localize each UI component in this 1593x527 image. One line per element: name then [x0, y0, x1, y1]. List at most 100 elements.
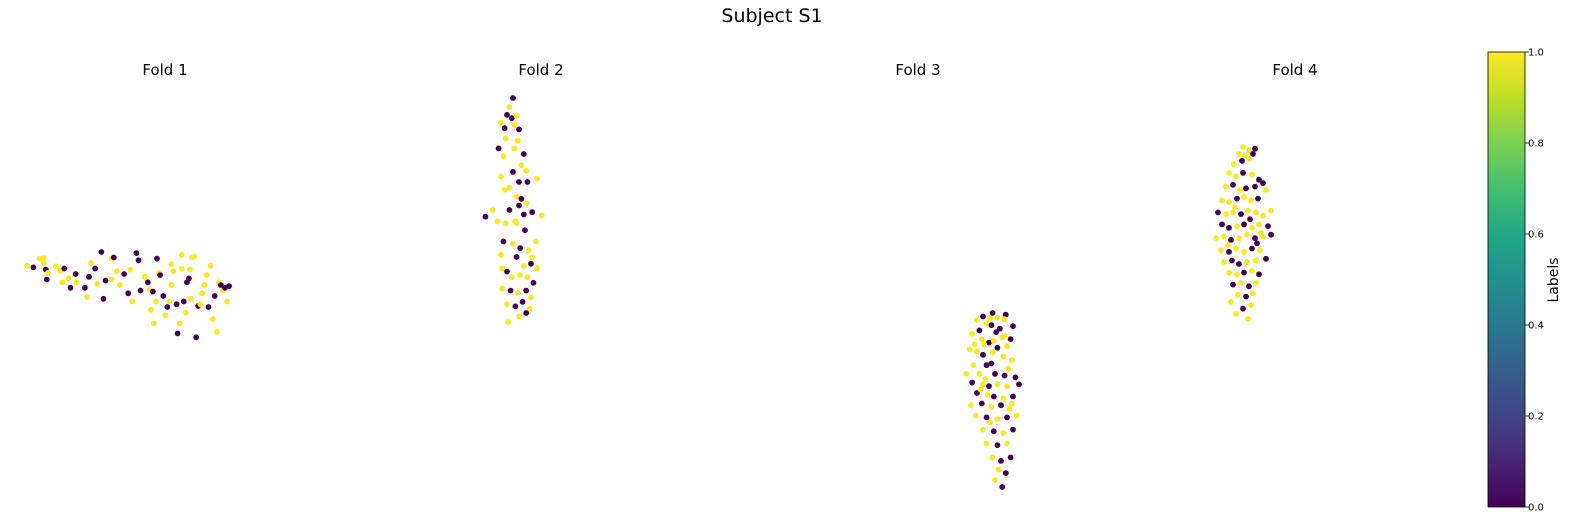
scatter-point [983, 440, 990, 447]
scatter-point [153, 298, 159, 305]
scatter-point [199, 290, 206, 297]
scatter-point [506, 184, 513, 191]
scatter-point [188, 295, 194, 302]
scatter-point [1238, 280, 1244, 286]
panel-title-fold-4: Fold 4 [1272, 61, 1317, 79]
scatter-point [504, 268, 510, 275]
scatter-point [1001, 332, 1008, 339]
scatter-point [1256, 221, 1262, 228]
scatter-point [1265, 223, 1271, 230]
scatter-point [511, 145, 518, 152]
scatter-point [1000, 353, 1007, 360]
scatter-point [226, 283, 233, 289]
scatter-point [125, 290, 132, 297]
scatter-point [1002, 311, 1009, 318]
scatter-point [1004, 343, 1010, 349]
colorbar: 0.0 0.2 0.4 0.6 0.8 1.0 Labels [1487, 48, 1562, 514]
scatter-point [133, 250, 140, 256]
scatter-point [98, 249, 105, 255]
scatter-point [67, 284, 74, 291]
scatter-point [525, 247, 532, 254]
scatter-point [1246, 156, 1252, 162]
scatter-point [1252, 183, 1258, 190]
scatter-point [1232, 204, 1238, 211]
scatter-point [963, 371, 970, 377]
scatter-point [224, 298, 231, 305]
scatter-point [168, 261, 175, 267]
scatter-point [1234, 223, 1240, 230]
scatter-point [970, 362, 977, 369]
scatter-point [517, 272, 524, 278]
scatter-point [489, 207, 496, 213]
panel-fold-1 [24, 249, 233, 341]
scatter-point [1252, 235, 1258, 242]
scatter-point [84, 294, 90, 300]
scatter-point [1008, 400, 1015, 407]
scatter-point [498, 119, 504, 126]
scatter-point [1005, 365, 1012, 372]
scatter-point [971, 341, 978, 348]
scatter-point [495, 145, 502, 152]
scatter-point [1240, 144, 1246, 150]
scatter-point [154, 255, 160, 262]
scatter-point [1246, 147, 1252, 154]
scatter-point [178, 265, 185, 272]
scatter-point [1226, 224, 1232, 231]
scatter-point [1004, 383, 1010, 389]
panel-title-fold-1: Fold 1 [142, 61, 187, 79]
scatter-point [523, 310, 530, 316]
scatter-point [976, 327, 983, 334]
scatter-point [505, 319, 512, 325]
scatter-point [518, 162, 525, 169]
scatter-point [65, 275, 72, 282]
scatter-point [1244, 231, 1250, 238]
scatter-point [528, 260, 534, 267]
scatter-point [1238, 211, 1244, 218]
scatter-point [1248, 302, 1254, 309]
scatter-point [144, 279, 151, 286]
scatter-point [966, 346, 973, 353]
colorbar-label: Labels [1546, 257, 1562, 302]
scatter-point [100, 295, 107, 302]
scatter-point [59, 279, 66, 286]
scatter-point [518, 195, 525, 202]
scatter-point [110, 254, 117, 261]
scatter-point [108, 276, 115, 283]
scatter-point [983, 320, 990, 327]
scatter-point [1257, 247, 1263, 254]
scatter-point [499, 265, 506, 272]
scatter-point [513, 113, 520, 119]
scatter-point [151, 320, 157, 327]
scatter-point [990, 337, 997, 344]
scatter-point [44, 270, 51, 276]
scatter-point [524, 274, 531, 281]
scatter-point [1234, 271, 1240, 278]
scatter-point [993, 329, 1000, 335]
scatter-point [40, 255, 47, 261]
scatter-point [209, 316, 216, 322]
scatter-point [1000, 430, 1007, 436]
scatter-point [1013, 412, 1020, 419]
scatter-point [40, 260, 47, 266]
scatter-point [504, 111, 510, 118]
colorbar-tick-label: 0.6 [1528, 230, 1544, 241]
scatter-point [1230, 209, 1236, 216]
scatter-point [1010, 323, 1016, 329]
scatter-point [500, 153, 507, 160]
scatter-point [92, 265, 99, 272]
scatter-point [494, 218, 501, 225]
scatter-point [1268, 207, 1274, 214]
scatter-point [1233, 245, 1239, 252]
scatter-point [193, 334, 200, 341]
scatter-point [1263, 187, 1269, 193]
scatter-point [88, 260, 94, 266]
scatter-point [1229, 257, 1235, 264]
scatter-point [534, 175, 540, 182]
scatter-point [990, 428, 997, 435]
scatter-point [988, 404, 995, 410]
colorbar-tick-label: 0.8 [1528, 139, 1544, 150]
scatter-point [994, 314, 1001, 321]
scatter-point [510, 240, 516, 247]
scatter-point [984, 391, 991, 398]
